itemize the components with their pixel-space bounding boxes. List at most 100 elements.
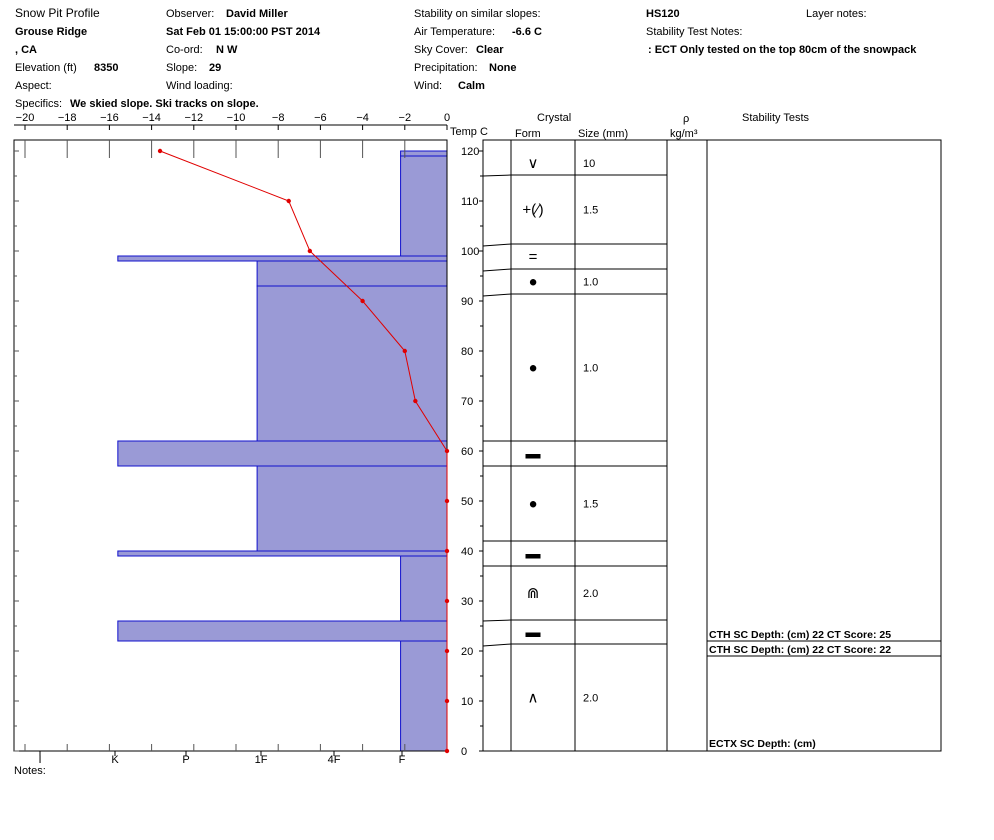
hardness-scale-label: P (182, 754, 189, 766)
temp-tick-label: −18 (58, 112, 77, 124)
stability-test-label: CTH SC Depth: (cm) 22 CT Score: 25 (709, 629, 891, 641)
temp-tick-label: −14 (142, 112, 161, 124)
height-tick-label: 60 (461, 446, 473, 458)
layer-form-symbol: ▬ (526, 624, 541, 641)
hardness-scale-label: K (111, 754, 119, 766)
layer-connector (482, 619, 512, 622)
hardness-scale-label: I (38, 754, 41, 766)
layer-form-symbol: ∨ (528, 155, 539, 172)
temperature-point (157, 148, 163, 154)
hardness-scale-label: 4F (328, 754, 341, 766)
height-tick-label: 70 (461, 396, 473, 408)
hardness-bar-0 (400, 150, 448, 157)
temperature-point (307, 248, 313, 254)
air-temp-label: Air Temperature: (414, 26, 496, 38)
stability-test-label: ECTX SC Depth: (cm) (709, 738, 816, 750)
temperature-point (444, 448, 450, 454)
layer-form-symbol: ⋒ (527, 585, 540, 602)
temperature-point (444, 498, 450, 504)
layer-connector (482, 243, 512, 247)
height-tick-label: 80 (461, 346, 473, 358)
layer-form-symbol: ● (528, 496, 537, 513)
observation-datetime: Sat Feb 01 15:00:00 PST 2014 (166, 26, 321, 38)
temp-tick-label: −4 (356, 112, 369, 124)
height-tick-label: 0 (461, 746, 467, 758)
temp-tick-label: 0 (444, 112, 450, 124)
specifics-value: We skied slope. Ski tracks on slope. (70, 98, 259, 110)
temperature-point (360, 298, 365, 304)
height-tick-label: 20 (461, 646, 473, 658)
temperature-point (286, 198, 291, 204)
height-tick-label: 100 (461, 246, 479, 258)
elevation-value: 8350 (94, 62, 119, 74)
layer-connector (482, 174, 512, 177)
temp-tick-label: −20 (16, 112, 35, 124)
temp-column-header: Temp C (450, 126, 488, 138)
hardness-bar-1 (400, 155, 448, 257)
slope-value: 29 (209, 62, 222, 74)
observer-value: David Miller (226, 8, 288, 20)
height-tick-label: 120 (461, 146, 479, 158)
layer-form-symbol: ● (528, 360, 537, 377)
stability-test-label: CTH SC Depth: (cm) 22 CT Score: 22 (709, 644, 891, 656)
layer-size: 10 (583, 158, 595, 170)
temperature-point (444, 748, 450, 754)
precipitation-label: Precipitation: (414, 62, 478, 74)
hardness-bar-9 (117, 620, 448, 642)
hardness-bar-4 (256, 285, 448, 442)
hardness-bar-6 (256, 465, 448, 552)
notes-label: Notes: (14, 765, 46, 777)
temp-tick-label: −16 (100, 112, 119, 124)
temperature-point (413, 398, 418, 404)
layer-size: 1.5 (583, 499, 598, 511)
hardness-bar-7 (117, 550, 448, 557)
hardness-bar-2 (117, 255, 448, 262)
hardness-scale-label: F (399, 754, 406, 766)
air-temp-value: -6.6 C (512, 26, 542, 38)
layer-table-frame (482, 139, 942, 752)
layer-size: 1.5 (583, 205, 598, 217)
layer-form-symbol: ● (528, 274, 537, 291)
temp-tick-label: −8 (272, 112, 285, 124)
layer-form-symbol: ∧ (528, 690, 539, 707)
height-tick-label: 40 (461, 546, 473, 558)
temp-tick-label: −10 (227, 112, 246, 124)
density-unit: kg/m³ (670, 128, 698, 140)
layer-form-symbol: +(⁄) (522, 202, 543, 219)
temperature-point (444, 648, 450, 654)
coord-value: N W (216, 44, 238, 56)
snow-height: HS120 (646, 8, 680, 20)
layer-form-symbol: ▬ (526, 446, 541, 463)
height-tick-label: 50 (461, 496, 473, 508)
specifics-label: Specifics: (15, 98, 63, 110)
stability-notes-value: : ECT Only tested on the top 80cm of the… (648, 44, 917, 56)
height-tick-label: 10 (461, 696, 473, 708)
sky-cover-label: Sky Cover: (414, 44, 468, 56)
layer-connector (482, 268, 512, 272)
location-region: , CA (15, 44, 37, 56)
wind-value: Calm (458, 80, 485, 92)
elevation-label: Elevation (ft) (15, 62, 77, 74)
aspect-label: Aspect: (15, 80, 52, 92)
layer-connector (482, 293, 512, 297)
layer-form-symbol: = (529, 249, 538, 266)
height-tick-label: 30 (461, 596, 473, 608)
temp-tick-label: −6 (314, 112, 327, 124)
temperature-point (444, 598, 450, 604)
location-name: Grouse Ridge (15, 26, 88, 38)
temperature-point (444, 548, 450, 554)
layer-notes-label: Layer notes: (806, 8, 867, 20)
hardness-bar-5 (117, 440, 448, 467)
plot-frame (13, 139, 448, 752)
wind-loading-label: Wind loading: (166, 80, 233, 92)
layer-size: 2.0 (583, 588, 598, 600)
hardness-bar-10 (400, 640, 448, 752)
stability-column-header: Stability Tests (742, 112, 810, 124)
crystal-column-header: Crystal (537, 112, 572, 124)
height-tick-label: 90 (461, 296, 473, 308)
layer-form-symbol: ▬ (526, 546, 541, 563)
coord-label: Co-ord: (166, 44, 203, 56)
layer-size: 1.0 (583, 277, 598, 289)
stability-similar-label: Stability on similar slopes: (414, 8, 541, 20)
